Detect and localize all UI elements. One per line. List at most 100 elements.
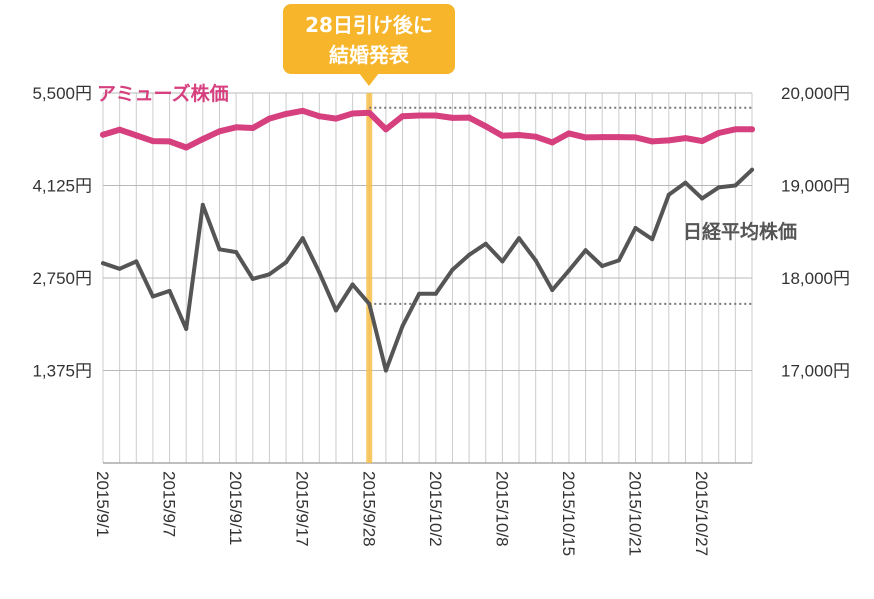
data-point-amuse — [183, 144, 190, 151]
data-point-amuse — [133, 132, 140, 139]
data-point-nikkei — [616, 258, 621, 263]
left-axis-ticks: 5,500円 4,125円 2,750円 1,375円 — [32, 84, 92, 381]
data-point-nikkei — [317, 270, 322, 275]
series-label-nikkei: 日経平均株価 — [683, 220, 797, 243]
x-tick-label: 2015/10/8 — [492, 471, 511, 547]
data-point-nikkei — [650, 237, 655, 242]
data-point-amuse — [466, 114, 473, 121]
data-point-amuse — [682, 135, 689, 142]
data-point-nikkei — [267, 272, 272, 277]
data-point-nikkei — [500, 259, 505, 264]
data-point-nikkei — [400, 324, 405, 329]
series-line-nikkei — [101, 167, 754, 373]
x-tick-label: 2015/9/1 — [93, 471, 112, 537]
data-point-nikkei — [583, 248, 588, 253]
data-point-nikkei — [750, 167, 754, 172]
data-point-amuse — [732, 126, 739, 133]
data-point-nikkei — [134, 259, 139, 264]
x-tick-label: 2015/10/15 — [559, 471, 578, 556]
data-point-nikkei — [633, 226, 638, 231]
data-point-nikkei — [716, 185, 721, 190]
callout-box — [283, 4, 455, 74]
grid — [102, 92, 753, 464]
data-point-nikkei — [666, 192, 671, 197]
data-point-nikkei — [350, 282, 355, 287]
data-point-amuse — [615, 134, 622, 141]
data-point-nikkei — [433, 291, 438, 296]
data-point-amuse — [199, 136, 206, 143]
y-right-tick-label: 20,000円 — [781, 84, 850, 103]
data-point-amuse — [266, 115, 273, 122]
series-line-amuse — [100, 107, 755, 151]
data-point-amuse — [499, 132, 506, 139]
data-point-amuse — [549, 139, 556, 146]
data-point-amuse — [216, 128, 223, 135]
data-point-amuse — [532, 133, 539, 140]
data-point-amuse — [149, 138, 156, 145]
data-point-nikkei — [284, 260, 289, 265]
y-right-tick-label: 17,000円 — [781, 362, 850, 381]
data-point-nikkei — [733, 183, 738, 188]
data-point-amuse — [482, 123, 489, 130]
data-point-nikkei — [550, 288, 555, 293]
x-tick-label: 2015/9/11 — [226, 471, 245, 545]
data-point-nikkei — [300, 236, 305, 241]
data-point-amuse — [399, 113, 406, 120]
data-point-nikkei — [101, 261, 105, 266]
data-point-amuse — [299, 107, 306, 114]
data-point-amuse — [632, 134, 639, 141]
data-point-amuse — [449, 114, 456, 121]
series-label-amuse: アミューズ株価 — [97, 82, 229, 105]
data-point-nikkei — [517, 236, 522, 241]
data-point-amuse — [582, 134, 589, 141]
y-left-tick-label: 2,750円 — [32, 269, 92, 288]
data-point-amuse — [749, 126, 755, 133]
data-point-amuse — [565, 130, 572, 137]
x-tick-label: 2015/10/2 — [426, 471, 445, 547]
data-point-nikkei — [383, 368, 388, 373]
data-point-nikkei — [683, 180, 688, 185]
data-point-nikkei — [417, 291, 422, 296]
data-point-amuse — [699, 138, 706, 145]
right-axis-ticks: 20,000円 19,000円 18,000円 17,000円 — [781, 84, 850, 381]
data-point-nikkei — [700, 196, 705, 201]
data-point-nikkei — [234, 250, 239, 255]
data-point-amuse — [283, 110, 290, 117]
data-point-nikkei — [467, 252, 472, 257]
data-point-nikkei — [533, 258, 538, 263]
data-point-nikkei — [184, 326, 189, 331]
data-point-amuse — [382, 126, 389, 133]
data-point-amuse — [166, 138, 173, 145]
data-point-nikkei — [600, 263, 605, 268]
y-left-tick-label: 1,375円 — [32, 362, 92, 381]
data-point-amuse — [100, 131, 106, 138]
announcement-callout: 28日引け後に 結婚発表 — [283, 4, 455, 86]
data-point-amuse — [649, 138, 656, 145]
callout-pointer — [359, 73, 379, 86]
data-point-nikkei — [566, 268, 571, 273]
data-point-nikkei — [250, 276, 255, 281]
data-point-nikkei — [150, 294, 155, 299]
y-left-tick-label: 4,125円 — [32, 177, 92, 196]
x-tick-label: 2015/10/27 — [692, 471, 711, 556]
callout-line-2: 結婚発表 — [329, 43, 410, 67]
data-point-nikkei — [333, 308, 338, 313]
data-point-amuse — [249, 124, 256, 131]
data-point-amuse — [116, 126, 123, 133]
data-point-amuse — [233, 124, 240, 131]
data-point-amuse — [516, 132, 523, 139]
x-tick-label: 2015/10/21 — [626, 471, 645, 556]
data-point-amuse — [432, 112, 439, 119]
data-point-amuse — [715, 130, 722, 137]
data-point-amuse — [599, 134, 606, 141]
y-right-tick-label: 19,000円 — [781, 177, 850, 196]
data-point-amuse — [416, 112, 423, 119]
data-point-nikkei — [483, 241, 488, 246]
series-lines — [100, 107, 755, 373]
data-point-nikkei — [167, 288, 172, 293]
data-point-nikkei — [200, 202, 205, 207]
data-point-amuse — [332, 115, 339, 122]
data-point-amuse — [366, 109, 373, 116]
reference-lines — [369, 106, 752, 305]
